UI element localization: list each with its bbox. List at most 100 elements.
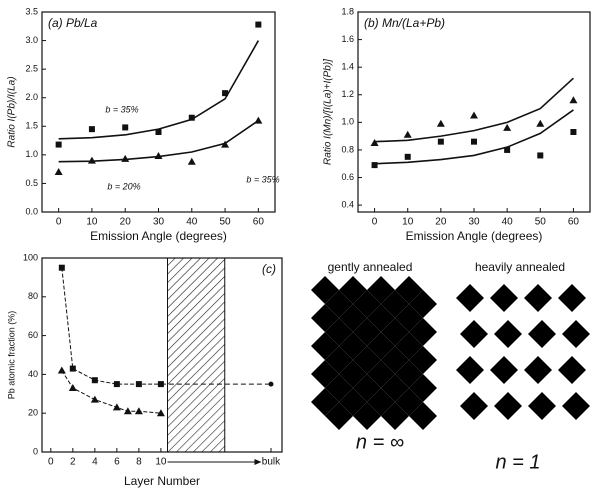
series-line — [58, 119, 259, 163]
marker — [55, 141, 62, 148]
marker — [470, 111, 478, 119]
y-tick-label: 0 — [33, 446, 38, 456]
hatched-region — [167, 257, 226, 453]
x-tick-label: 20 — [435, 217, 447, 228]
x-tick-label: 10 — [86, 217, 98, 228]
diagram-title: gently annealed — [328, 260, 413, 274]
annotation: b = 35% — [246, 174, 279, 184]
diamond — [562, 392, 590, 420]
diamond — [325, 402, 353, 430]
diamond — [494, 392, 522, 420]
y-tick-label: 1.0 — [25, 149, 38, 159]
x-tick-label: bulk — [262, 457, 281, 468]
y-tick-label: 1.8 — [341, 6, 354, 16]
x-axis-label: Emission Angle (degrees) — [406, 229, 543, 243]
marker — [569, 96, 578, 104]
x-tick-label: 60 — [568, 217, 580, 228]
arrow-head — [254, 459, 262, 465]
marker — [403, 130, 412, 138]
marker — [370, 139, 379, 147]
marker — [503, 123, 512, 131]
diamond — [524, 356, 552, 384]
marker — [68, 383, 77, 391]
y-tick-label: 60 — [28, 330, 38, 340]
y-tick-label: 0.4 — [341, 199, 354, 209]
marker — [255, 21, 262, 28]
marker — [158, 381, 164, 387]
y-tick-label: 1.5 — [25, 121, 38, 131]
y-tick-label: 2.5 — [25, 64, 38, 74]
x-tick-label: 40 — [502, 217, 514, 228]
x-tick-label: 10 — [155, 457, 167, 468]
diamond — [460, 392, 488, 420]
y-tick-label: 0.0 — [25, 206, 38, 216]
series-line — [61, 370, 161, 414]
y-axis-label: Ratio I(Mn)/[I(La)+I(Pb)] — [323, 59, 334, 165]
x-tick-label: 40 — [186, 217, 198, 228]
x-tick-label: 2 — [70, 457, 76, 468]
y-tick-label: 1.0 — [341, 117, 354, 127]
marker — [112, 403, 121, 411]
marker — [135, 381, 142, 388]
marker — [91, 377, 98, 384]
panel-title: (a) Pb/La — [48, 16, 98, 30]
marker — [537, 152, 544, 159]
series-line — [374, 77, 574, 143]
marker — [57, 366, 66, 374]
marker — [536, 119, 545, 127]
x-tick-label: 0 — [48, 457, 54, 468]
x-tick-label: 50 — [535, 217, 547, 228]
marker — [268, 381, 274, 387]
diamond — [460, 320, 488, 348]
marker — [187, 157, 196, 165]
marker — [404, 153, 411, 160]
diamond — [528, 392, 556, 420]
y-tick-label: 40 — [28, 369, 38, 379]
marker — [156, 409, 165, 417]
series-line — [58, 40, 260, 140]
marker — [436, 119, 445, 127]
marker — [134, 407, 143, 415]
plot-frame — [41, 257, 283, 453]
y-tick-label: 1.4 — [341, 62, 354, 72]
diamond — [353, 402, 381, 430]
y-tick-label: 0.5 — [25, 178, 38, 188]
lattice-diagram — [311, 276, 590, 430]
x-tick-label: 6 — [114, 457, 120, 468]
x-tick-label: 60 — [253, 217, 265, 228]
diamond — [494, 320, 522, 348]
x-tick-label: 10 — [402, 217, 414, 228]
marker — [121, 154, 130, 162]
y-tick-label: 1.6 — [341, 34, 354, 44]
x-axis-label: Layer Number — [124, 474, 200, 488]
diamond — [562, 320, 590, 348]
marker — [88, 126, 95, 133]
diamond — [456, 284, 484, 312]
marker — [471, 138, 477, 145]
diagram-label: n = 1 — [495, 451, 540, 473]
x-tick-label: 0 — [372, 217, 378, 228]
y-tick-label: 0.8 — [341, 144, 354, 154]
x-tick-label: 4 — [92, 457, 98, 468]
y-tick-label: 80 — [28, 291, 38, 301]
marker — [87, 156, 96, 164]
x-tick-label: 30 — [153, 217, 165, 228]
marker — [437, 138, 444, 145]
marker — [113, 381, 120, 388]
marker — [54, 168, 63, 175]
marker — [69, 365, 76, 372]
diamond — [558, 356, 586, 384]
diagram-title: heavily annealed — [475, 260, 565, 274]
marker — [58, 264, 65, 271]
y-tick-label: 20 — [28, 408, 38, 418]
x-tick-label: 8 — [136, 457, 142, 468]
diamond — [409, 402, 437, 430]
diamond — [528, 320, 556, 348]
y-tick-label: 0.6 — [341, 172, 354, 182]
series-line — [61, 267, 161, 385]
diamond — [456, 356, 484, 384]
diamond — [381, 402, 409, 430]
marker — [504, 146, 511, 153]
y-axis-label: Ratio I(Pb)/I(La) — [7, 76, 18, 147]
